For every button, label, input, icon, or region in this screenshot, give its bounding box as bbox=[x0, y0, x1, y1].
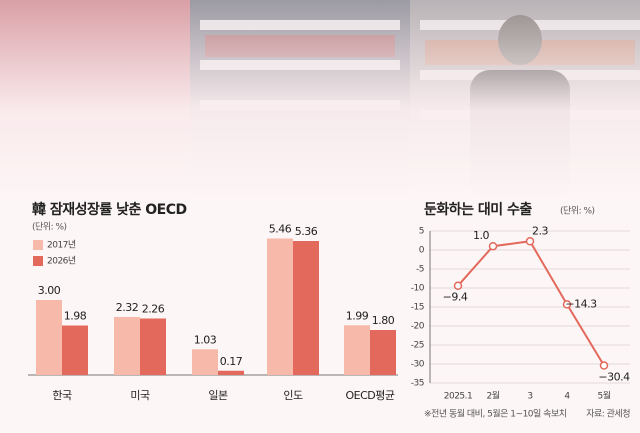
x-tick-label: 미국 bbox=[130, 389, 150, 402]
y-tick-label: -30 bbox=[411, 360, 425, 370]
point bbox=[488, 241, 498, 251]
x-tick-label: 5월 bbox=[597, 390, 610, 402]
y-tick-label: -5 bbox=[416, 265, 424, 275]
bar bbox=[140, 318, 166, 375]
value-label: 1.03 bbox=[194, 333, 217, 346]
value-label: 1.80 bbox=[372, 314, 395, 327]
bar bbox=[344, 325, 370, 375]
x-tick-label: OECD평균 bbox=[346, 389, 395, 402]
value-label: 1.98 bbox=[64, 310, 87, 323]
value-label: 1.99 bbox=[346, 309, 369, 322]
value-label: 2.3 bbox=[532, 224, 548, 237]
growth-chart: 韓 잠재성장률 낮춘 OECD(단위: %)2017년2026년한국3.001.… bbox=[28, 201, 398, 402]
bar bbox=[218, 370, 244, 375]
bar bbox=[192, 349, 218, 375]
note: ※전년 동월 대비, 5월은 1~10일 속보치 bbox=[424, 408, 567, 420]
value-label: 2.26 bbox=[142, 303, 165, 316]
bar bbox=[114, 317, 140, 375]
y-tick-label: -35 bbox=[411, 379, 424, 389]
value-label: 2.32 bbox=[116, 301, 139, 314]
legend-swatch bbox=[33, 256, 43, 266]
chart-title: 韓 잠재성장률 낮춘 OECD bbox=[32, 201, 187, 218]
value-label: −30.4 bbox=[598, 371, 630, 384]
value-label: 3.00 bbox=[38, 284, 61, 297]
x-tick-label: 인도 bbox=[283, 389, 303, 402]
y-tick-label: 5 bbox=[419, 227, 424, 237]
x-tick-label: 3 bbox=[527, 392, 532, 402]
x-tick-label: 한국 bbox=[52, 389, 72, 402]
y-tick-label: -20 bbox=[411, 322, 425, 332]
source: 자료: 관세청 bbox=[586, 409, 630, 420]
bar bbox=[370, 330, 396, 375]
chart-subtitle: (단위: %) bbox=[32, 222, 67, 233]
chart-title: 둔화하는 대미 수출 bbox=[424, 201, 532, 218]
legend-label: 2026년 bbox=[47, 256, 76, 267]
point bbox=[453, 281, 463, 290]
y-tick-label: -10 bbox=[411, 284, 425, 294]
x-tick-label: 4 bbox=[564, 392, 570, 402]
bar bbox=[267, 238, 293, 375]
export-chart: 둔화하는 대미 수출 (단위: %) 5 0 -5 -10 -15 -20 -25 -30 -35 2… bbox=[411, 201, 631, 420]
y-tick-label: -15 bbox=[411, 303, 424, 313]
x-tick-label: 2월 bbox=[486, 390, 499, 402]
legend-label: 2017년 bbox=[47, 240, 76, 251]
bar bbox=[293, 241, 319, 375]
y-tick-label: 0 bbox=[419, 246, 425, 256]
value-label: 5.46 bbox=[269, 223, 292, 236]
point bbox=[599, 361, 609, 370]
legend-swatch bbox=[33, 240, 43, 250]
value-label: 5.36 bbox=[295, 225, 318, 238]
value-label: 0.17 bbox=[220, 355, 243, 368]
point bbox=[562, 300, 572, 309]
value-label: −14.3 bbox=[565, 297, 597, 310]
x-tick-label: 2025.1 bbox=[444, 392, 473, 402]
point bbox=[525, 237, 535, 246]
y-tick-label: -25 bbox=[411, 341, 424, 351]
value-label: −9.4 bbox=[443, 291, 468, 304]
bar bbox=[36, 300, 62, 375]
x-tick-label: 일본 bbox=[208, 388, 228, 402]
bar bbox=[62, 325, 88, 375]
value-label: 1.0 bbox=[473, 229, 489, 242]
chart-subtitle: (단위: %) bbox=[560, 206, 595, 217]
